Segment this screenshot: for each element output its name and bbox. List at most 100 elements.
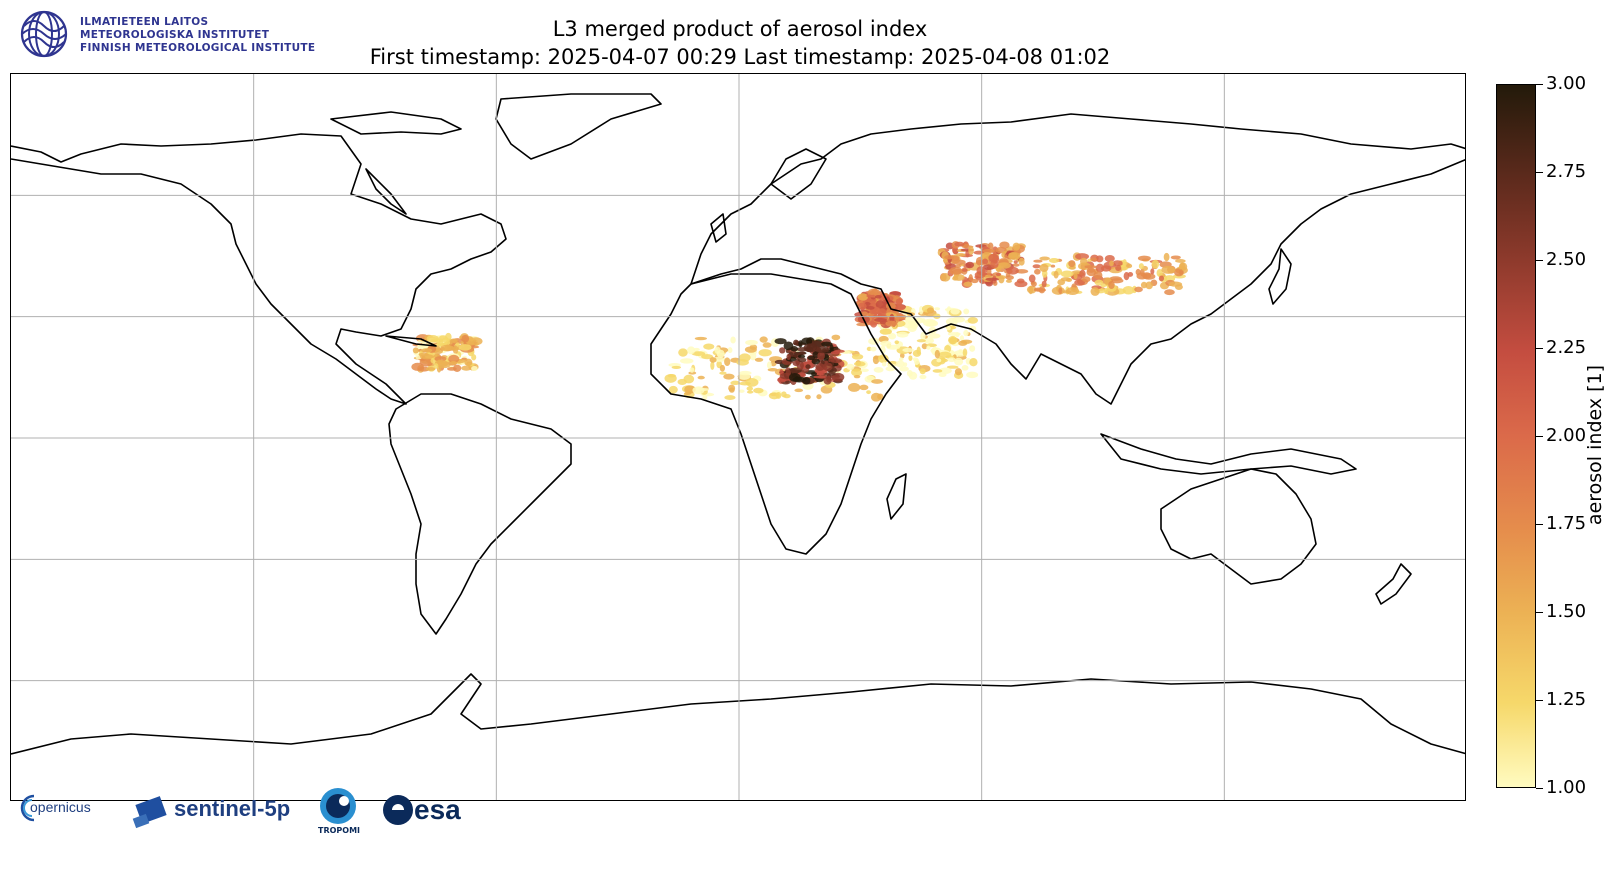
aerosol-hotspot [411,332,483,373]
aerosol-speckle [948,335,958,345]
coastline-hudson [365,168,407,215]
aerosol-speckle [1104,254,1115,263]
aerosol-speckle [758,349,772,357]
aerosol-speckle [801,337,813,346]
satellite-icon [132,796,167,829]
aerosol-speckle [907,324,917,333]
fmi-logo: ILMATIETEEN LAITOS METEOROLOGISKA INSTIT… [20,10,320,62]
aerosol-speckle [1075,253,1089,260]
coastline-africa [650,273,902,555]
aerosol-speckle [434,356,447,362]
aerosol-speckle [889,313,895,323]
aerosol-speckle [1150,268,1155,275]
aerosol-speckle [934,307,941,311]
colorbar-tick [1536,435,1543,437]
aerosol-speckle [664,373,677,383]
aerosol-speckle [786,353,791,360]
aerosol-speckle [753,387,764,394]
aerosol-speckle [1012,242,1021,251]
coastline-north-america [11,133,507,405]
aerosol-speckle [947,357,956,363]
colorbar-tick-label: 2.50 [1546,249,1587,270]
colorbar-tick-label: 1.25 [1546,689,1587,710]
aerosol-speckle [1100,283,1107,288]
aerosol-speckle [738,389,745,393]
tropomi-logo: TROPOMI [318,786,364,836]
aerosol-speckle [880,340,892,347]
aerosol-speckle [767,367,778,372]
tropomi-wordmark: TROPOMI [318,826,361,835]
aerosol-speckle [831,334,841,341]
fmi-emblem-icon [20,10,68,58]
aerosol-speckle [932,369,943,373]
aerosol-speckle [869,308,877,315]
aerosol-speckle [677,378,687,386]
aerosol-speckle [792,360,800,367]
aerosol-speckle [1079,269,1086,278]
aerosol-speckle [798,340,803,348]
aerosol-speckle [805,364,811,369]
aerosol-speckle [1112,260,1124,267]
coastline-cuba [385,335,437,347]
sentinel-5p-logo: sentinel-5p [132,790,302,832]
aerosol-speckle [962,348,968,357]
colorbar-label: aerosol index [1] [1584,364,1606,526]
aerosol-speckle [783,341,794,351]
aerosol-speckle [1123,272,1130,281]
aerosol-speckle [730,336,736,344]
aerosol-speckle [762,342,772,348]
aerosol-speckle [1074,279,1085,286]
aerosol-speckle [668,385,678,394]
aerosol-speckle [694,336,708,341]
aerosol-speckle [860,368,869,373]
aerosol-speckle [450,360,458,366]
aerosol-speckle [873,366,884,373]
aerosol-speckle [1005,275,1014,280]
fmi-logo-line-1: ILMATIETEEN LAITOS [80,16,209,28]
aerosol-speckle [689,367,695,373]
aerosol-speckle [747,390,754,394]
aerosol-speckle [448,354,460,364]
aerosol-speckle [727,347,733,354]
aerosol-speckle [688,371,697,375]
aerosol-speckle [1081,276,1091,283]
aerosol-speckle [877,354,889,363]
aerosol-speckle [898,357,904,362]
aerosol-speckle [940,272,951,282]
aerosol-speckle [1032,264,1041,269]
aerosol-speckle [1080,257,1088,266]
aerosol-speckle [1084,265,1097,269]
aerosol-speckle [952,316,966,323]
aerosol-speckle [866,390,871,395]
aerosol-speckle [1053,270,1059,279]
aerosol-speckle [980,279,985,285]
aerosol-speckle [730,380,741,385]
aerosol-speckle [425,367,436,371]
aerosol-speckle [939,367,952,374]
aerosol-speckle [1068,260,1076,267]
aerosol-speckle [942,258,948,263]
coastline-madagascar [886,473,907,520]
aerosol-speckle [886,344,901,350]
aerosol-speckle [1137,255,1151,262]
aerosol-speckle [440,344,454,352]
copernicus-icon [20,794,35,822]
aerosol-speckle [908,355,913,361]
aerosol-speckle [447,366,457,371]
aerosol-speckle [1033,287,1044,291]
aerosol-speckle [946,325,951,331]
aerosol-speckle [895,297,903,306]
aerosol-speckle [461,334,470,343]
aerosol-speckle [723,373,735,380]
aerosol-speckle [710,361,715,370]
aerosol-speckle [846,363,855,371]
aerosol-speckle [955,253,966,257]
aerosol-speckle [938,372,947,378]
aerosol-speckle [820,341,833,347]
aerosol-speckle [813,375,827,379]
aerosol-speckle [1145,281,1153,290]
aerosol-speckle [963,281,973,287]
aerosol-speckle [687,346,696,355]
aerosol-speckle [702,394,708,401]
coastline-scandinavia [770,148,827,200]
